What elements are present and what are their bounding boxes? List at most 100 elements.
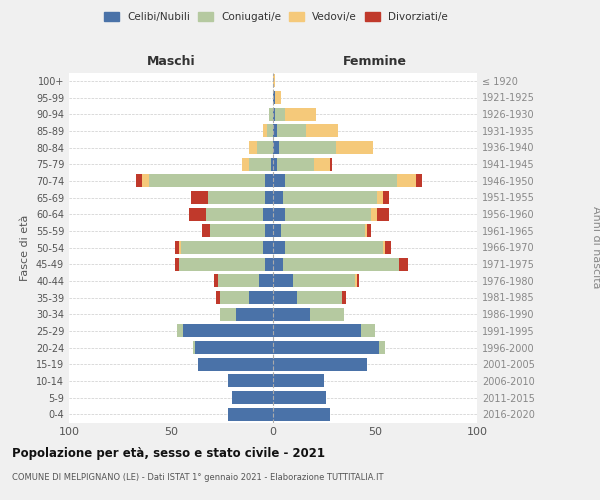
Bar bbox=[263, 241, 273, 254]
Bar bbox=[273, 158, 277, 170]
Bar bbox=[248, 158, 271, 170]
Bar bbox=[365, 224, 367, 237]
Bar bbox=[214, 274, 218, 287]
Bar bbox=[273, 274, 293, 287]
Bar bbox=[367, 224, 371, 237]
Bar bbox=[293, 274, 355, 287]
Bar bbox=[142, 174, 149, 188]
Bar bbox=[397, 174, 416, 188]
Bar bbox=[310, 308, 344, 320]
Legend: Celibi/Nubili, Coniugati/e, Vedovi/e, Divorziati/e: Celibi/Nubili, Coniugati/e, Vedovi/e, Di… bbox=[100, 8, 452, 26]
Bar bbox=[277, 158, 314, 170]
Bar bbox=[179, 241, 181, 254]
Bar bbox=[277, 124, 305, 138]
Bar bbox=[273, 391, 326, 404]
Bar bbox=[416, 174, 422, 188]
Bar bbox=[175, 241, 179, 254]
Bar bbox=[177, 324, 183, 338]
Bar bbox=[343, 291, 346, 304]
Bar bbox=[228, 374, 273, 388]
Bar bbox=[191, 191, 208, 204]
Bar bbox=[273, 174, 285, 188]
Bar bbox=[265, 224, 273, 237]
Bar bbox=[216, 291, 220, 304]
Bar bbox=[273, 291, 298, 304]
Bar bbox=[283, 258, 400, 270]
Bar bbox=[273, 91, 275, 104]
Bar bbox=[181, 241, 263, 254]
Bar bbox=[236, 308, 273, 320]
Bar bbox=[208, 191, 265, 204]
Bar bbox=[377, 208, 389, 220]
Bar bbox=[265, 258, 273, 270]
Bar bbox=[400, 258, 407, 270]
Bar bbox=[285, 208, 371, 220]
Bar bbox=[336, 141, 373, 154]
Bar bbox=[273, 124, 277, 138]
Bar bbox=[273, 324, 361, 338]
Bar bbox=[220, 291, 248, 304]
Text: Popolazione per età, sesso e stato civile - 2021: Popolazione per età, sesso e stato civil… bbox=[12, 448, 325, 460]
Text: COMUNE DI MELPIGNANO (LE) - Dati ISTAT 1° gennaio 2021 - Elaborazione TUTTITALIA: COMUNE DI MELPIGNANO (LE) - Dati ISTAT 1… bbox=[12, 472, 383, 482]
Bar bbox=[183, 324, 273, 338]
Bar bbox=[371, 208, 377, 220]
Bar bbox=[267, 124, 273, 138]
Bar bbox=[379, 341, 385, 354]
Bar bbox=[383, 191, 389, 204]
Bar bbox=[179, 258, 265, 270]
Bar bbox=[136, 174, 142, 188]
Bar bbox=[273, 191, 283, 204]
Bar bbox=[273, 258, 283, 270]
Bar bbox=[197, 358, 273, 370]
Bar bbox=[263, 124, 267, 138]
Bar bbox=[275, 91, 281, 104]
Bar bbox=[228, 408, 273, 420]
Bar bbox=[273, 408, 330, 420]
Bar bbox=[355, 274, 356, 287]
Bar bbox=[281, 224, 365, 237]
Bar bbox=[273, 74, 275, 88]
Bar bbox=[273, 141, 279, 154]
Bar bbox=[193, 341, 196, 354]
Bar bbox=[273, 341, 379, 354]
Bar bbox=[206, 208, 263, 220]
Bar bbox=[305, 124, 338, 138]
Bar bbox=[285, 108, 316, 120]
Bar bbox=[248, 291, 273, 304]
Bar bbox=[210, 224, 265, 237]
Bar bbox=[269, 108, 273, 120]
Bar bbox=[273, 108, 275, 120]
Bar bbox=[361, 324, 375, 338]
Bar bbox=[285, 174, 397, 188]
Bar bbox=[356, 274, 359, 287]
Bar bbox=[385, 241, 391, 254]
Bar bbox=[383, 241, 385, 254]
Bar bbox=[314, 158, 330, 170]
Bar bbox=[273, 224, 281, 237]
Bar bbox=[279, 141, 336, 154]
Bar bbox=[248, 141, 257, 154]
Bar bbox=[330, 158, 332, 170]
Bar bbox=[271, 158, 273, 170]
Bar bbox=[265, 191, 273, 204]
Y-axis label: Anni di nascita: Anni di nascita bbox=[592, 206, 600, 288]
Y-axis label: Fasce di età: Fasce di età bbox=[20, 214, 30, 280]
Bar bbox=[265, 174, 273, 188]
Bar bbox=[190, 208, 206, 220]
Bar bbox=[273, 241, 285, 254]
Bar bbox=[377, 191, 383, 204]
Bar bbox=[263, 208, 273, 220]
Bar bbox=[242, 158, 248, 170]
Bar bbox=[175, 258, 179, 270]
Bar bbox=[257, 141, 273, 154]
Bar bbox=[273, 358, 367, 370]
Bar bbox=[285, 241, 383, 254]
Text: Femmine: Femmine bbox=[343, 54, 407, 68]
Bar bbox=[220, 308, 236, 320]
Bar bbox=[273, 374, 324, 388]
Bar bbox=[149, 174, 265, 188]
Bar bbox=[196, 341, 273, 354]
Bar bbox=[232, 391, 273, 404]
Bar bbox=[283, 191, 377, 204]
Bar bbox=[275, 108, 285, 120]
